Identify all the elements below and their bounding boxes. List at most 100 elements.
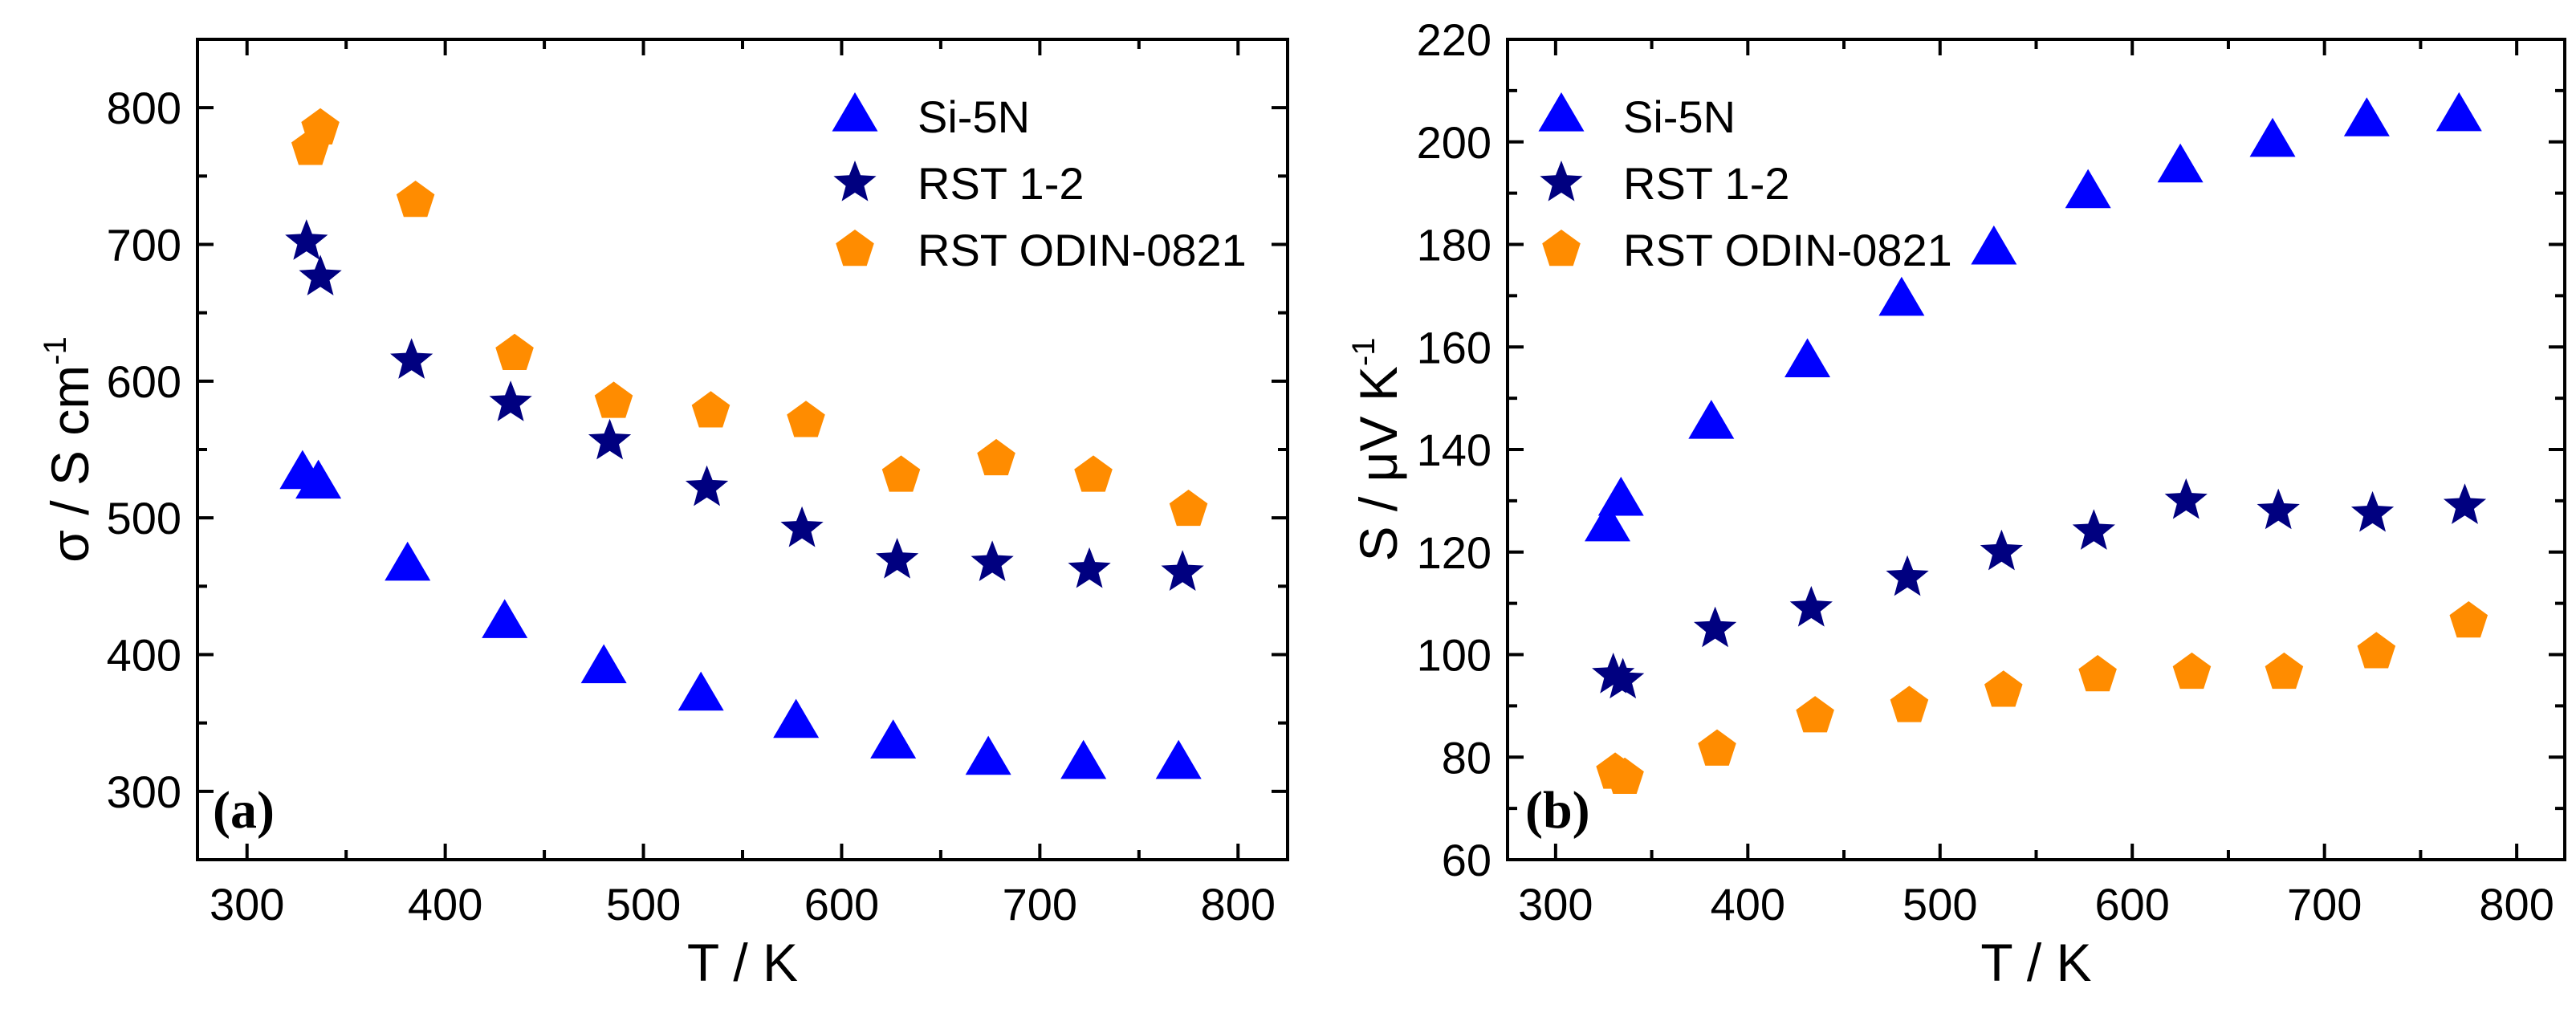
data-point [2443, 483, 2487, 524]
series-rst-odin-0821 [1596, 600, 2489, 795]
data-point [489, 380, 532, 421]
y-axis-label: σ / S cm-1 [38, 336, 100, 563]
data-point [385, 541, 431, 581]
data-point [2449, 600, 2489, 638]
legend-marker [1540, 161, 1583, 201]
x-tick-label: 300 [1518, 879, 1593, 930]
x-tick-label: 300 [210, 879, 284, 930]
y-axis-label-superscript: -1 [38, 336, 73, 365]
data-point [965, 735, 1011, 775]
series-si-5n [1585, 92, 2482, 542]
data-point [1161, 550, 1204, 591]
data-point [1878, 276, 1925, 316]
data-point [1605, 757, 1644, 795]
data-point [2350, 490, 2395, 532]
data-point [396, 180, 435, 218]
y-axis-label-superscript: -1 [1346, 337, 1382, 366]
data-point [1074, 455, 1113, 492]
data-point [881, 455, 921, 492]
y-tick-label: 160 [1417, 322, 1491, 372]
plot-frame [196, 38, 1289, 861]
legend-marker [836, 230, 874, 266]
data-point [1601, 657, 1645, 699]
legend-label: RST ODIN-0821 [1623, 225, 1952, 275]
data-point [2436, 92, 2482, 132]
legend-label: Si-5N [918, 92, 1030, 142]
data-point [2257, 488, 2300, 530]
x-tick-label: 700 [1003, 879, 1077, 930]
data-point [1169, 489, 1208, 527]
y-tick-label: 100 [1417, 630, 1491, 681]
x-tick-label: 800 [1201, 879, 1276, 930]
x-tick-label: 400 [408, 879, 482, 930]
data-point [2343, 97, 2390, 136]
y-axis-label-text: S / μV K [1349, 366, 1408, 561]
chart-panel-b: 300 400 500 600 700 800 60 80 100 120 140 160 180 200… [1346, 14, 2566, 992]
data-point [787, 401, 825, 437]
data-point [2157, 143, 2204, 183]
chart-panel-a: 300 400 500 600 700 800 300 400 500 600 700 800 T / … [38, 38, 1289, 992]
data-point [285, 219, 328, 260]
y-tick-label: 120 [1417, 527, 1491, 578]
data-point [1060, 739, 1107, 779]
data-point [685, 465, 729, 506]
legend-marker [833, 161, 877, 201]
data-point [1789, 586, 1833, 627]
y-tick-label: 300 [107, 767, 181, 817]
x-tick-label: 600 [2095, 879, 2170, 930]
data-point [773, 698, 820, 738]
x-axis-label: T / K [687, 933, 798, 992]
data-point [1890, 686, 1929, 722]
data-point [1886, 555, 1929, 596]
data-point [482, 599, 528, 638]
legend-marker [1542, 230, 1581, 266]
data-point [1688, 400, 1735, 439]
y-axis-label-text: σ / S cm [40, 365, 100, 563]
y-tick-label: 60 [1442, 835, 1491, 885]
data-point [1984, 670, 2023, 707]
data-point [2065, 169, 2111, 209]
legend-label: RST 1-2 [1623, 158, 1789, 209]
y-tick-label: 500 [107, 493, 181, 543]
data-point [295, 459, 342, 499]
data-point [2078, 655, 2117, 692]
data-point [971, 540, 1014, 582]
data-point [1796, 696, 1834, 733]
x-tick-label: 500 [606, 879, 681, 930]
data-point [495, 333, 534, 370]
data-point [691, 391, 730, 428]
x-tick-label: 700 [2287, 879, 2362, 930]
legend-label: RST ODIN-0821 [918, 225, 1247, 275]
y-tick-label: 400 [107, 630, 181, 681]
y-tick-label: 700 [107, 220, 181, 271]
data-point [2172, 652, 2212, 690]
data-point [870, 719, 917, 759]
x-tick-label: 800 [2479, 879, 2554, 930]
data-point [588, 418, 632, 460]
x-tick-label: 400 [1711, 879, 1785, 930]
y-tick-label: 800 [107, 83, 181, 133]
data-point [875, 537, 919, 579]
data-point [2164, 478, 2208, 519]
legend-label: RST 1-2 [918, 158, 1084, 209]
data-point [1693, 606, 1737, 648]
series-rst-odin-0821 [291, 108, 1208, 527]
data-point [1980, 529, 2024, 571]
y-tick-label: 180 [1417, 220, 1491, 271]
x-tick-label: 600 [804, 879, 879, 930]
data-point [2249, 117, 2296, 157]
data-point [2072, 509, 2115, 550]
data-point [299, 254, 342, 296]
panel-label: (a) [213, 781, 275, 840]
data-point [1971, 225, 2017, 265]
data-point [580, 644, 627, 684]
legend-label: Si-5N [1623, 92, 1736, 142]
x-axis-label: T / K [1980, 933, 2091, 992]
y-tick-label: 80 [1442, 732, 1491, 783]
data-point [1698, 729, 1736, 766]
data-point [2265, 652, 2304, 690]
data-point [780, 506, 824, 547]
data-point [390, 338, 433, 379]
